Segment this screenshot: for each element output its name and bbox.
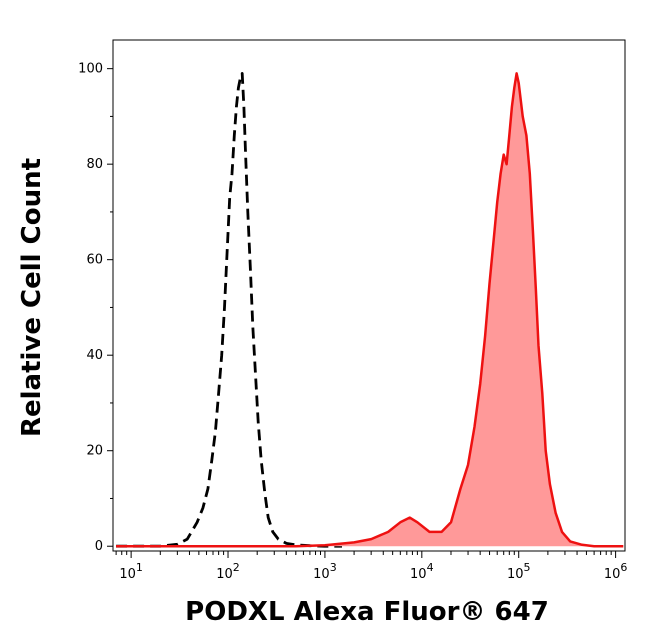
- x-tick-label: 104: [410, 561, 434, 582]
- y-tick-label: 60: [86, 253, 103, 268]
- x-tick-label: 102: [216, 561, 240, 582]
- y-axis-title: Relative Cell Count: [17, 158, 47, 437]
- series-layer: [116, 72, 624, 548]
- x-tick-label: 101: [119, 561, 143, 582]
- y-tick-label: 100: [78, 62, 103, 77]
- series-1-line: [116, 72, 342, 548]
- x-tick-label: 105: [507, 561, 531, 582]
- series-2-fill: [116, 73, 624, 547]
- y-tick-label: 0: [95, 539, 103, 554]
- x-tick-label: 106: [604, 561, 628, 582]
- y-axis: 0 20 40 60 80 100: [78, 62, 113, 554]
- y-tick-label: 20: [86, 444, 103, 459]
- plot-frame: [112, 39, 626, 552]
- x-axis-title: PODXL Alexa Fluor® 647: [185, 597, 549, 627]
- series-2-line: [116, 72, 624, 548]
- x-tick-label: 103: [313, 561, 337, 582]
- y-tick-label: 80: [86, 157, 103, 172]
- y-tick-label: 40: [86, 348, 103, 363]
- x-axis: 101 102 103 104 105 106: [115, 551, 628, 582]
